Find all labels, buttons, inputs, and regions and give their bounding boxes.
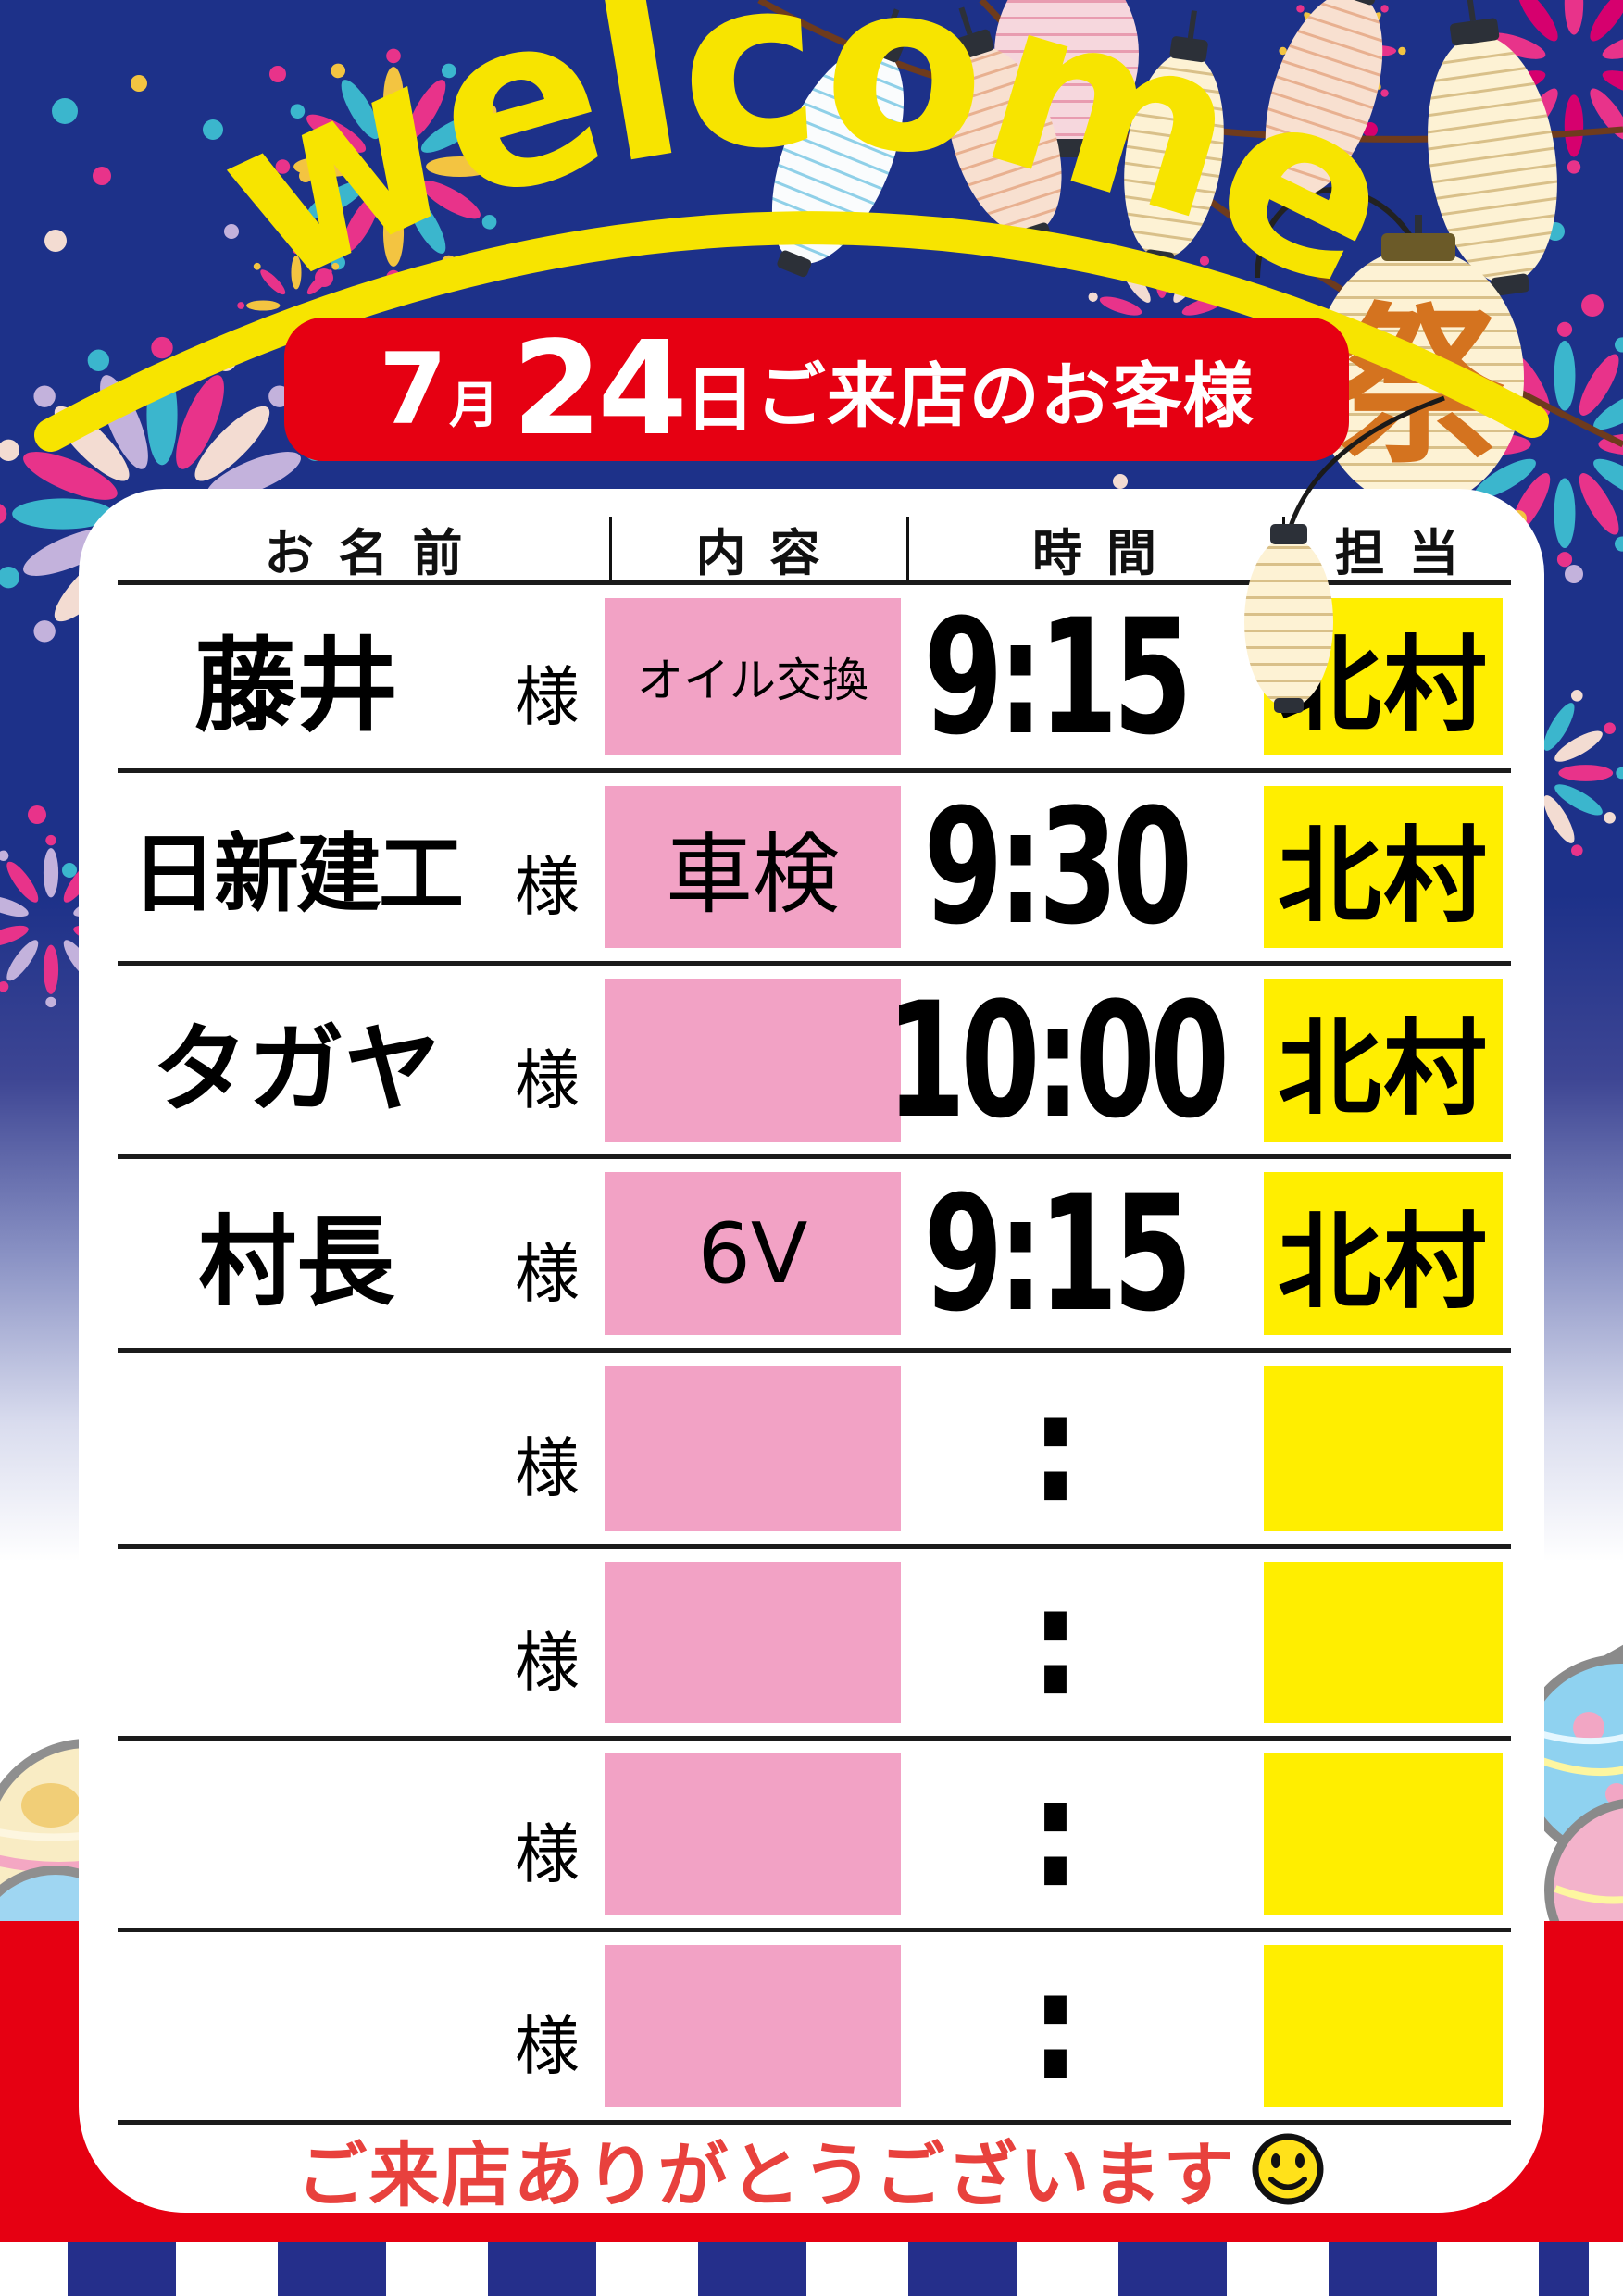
banner-month-unit: 月 <box>448 376 499 434</box>
visit-time: 9:30 <box>828 773 1282 961</box>
row-divider <box>118 1154 1511 1159</box>
banner-day-unit: 日 <box>684 357 755 441</box>
table-row: 村長 様 6V 9:15 北村 <box>79 1159 1544 1348</box>
staff-highlight <box>1264 1562 1503 1723</box>
customer-name: 藤井 <box>194 627 398 745</box>
visit-time-value: 9:30 <box>922 774 1192 960</box>
table-row: 様 : <box>79 1932 1544 2120</box>
visit-time: 9:15 <box>828 583 1282 770</box>
customer-name: 日新建工 <box>131 825 464 924</box>
row-divider <box>118 961 1511 966</box>
staff-highlight <box>1264 1753 1503 1915</box>
visit-time-value: 9:15 <box>922 583 1192 770</box>
service-content: オイル交換 <box>637 654 868 707</box>
visit-time: : <box>828 1741 1282 1928</box>
service-highlight: オイル交換 <box>605 598 901 755</box>
date-banner: 7 月 24 日 ご来店のお客様 <box>284 314 1349 465</box>
service-highlight <box>605 1945 901 2107</box>
staff-name: 北村 <box>1278 1203 1489 1323</box>
staff-name: 北村 <box>1278 626 1489 746</box>
thanks-footer: ご来店ありがとうございます <box>79 2125 1544 2216</box>
thanks-message: ご来店ありがとうございます <box>296 2133 1236 2216</box>
customer-name <box>93 1549 500 1736</box>
customer-name <box>93 1741 500 1928</box>
honorific-label: 様 <box>515 1816 580 1892</box>
customer-name: 村長 <box>198 1205 394 1319</box>
visit-time: : <box>828 1353 1282 1544</box>
honorific-label: 様 <box>515 1042 580 1118</box>
row-divider <box>118 1544 1511 1549</box>
service-highlight <box>605 1366 901 1531</box>
customer-name <box>93 1353 500 1544</box>
visit-time-value: : <box>1030 1747 1080 1921</box>
customer-name <box>93 1932 500 2120</box>
table-row: 藤井 様 オイル交換 9:15 北村 <box>79 583 1544 770</box>
row-divider <box>118 580 1511 585</box>
customer-table-card: お名前 内容 時間 担当 藤井 様 オイル交換 9:15 北村 <box>79 489 1544 2216</box>
table-row: 日新建工 様 車検 9:30 北村 <box>79 773 1544 961</box>
service-highlight <box>605 1562 901 1723</box>
staff-highlight: 北村 <box>1264 786 1503 948</box>
visit-time-value: : <box>1030 1361 1080 1536</box>
honorific-label: 様 <box>515 1624 580 1701</box>
visit-time: : <box>828 1932 1282 2120</box>
visit-time: : <box>828 1549 1282 1736</box>
row-divider <box>118 1348 1511 1353</box>
row-divider <box>118 1736 1511 1741</box>
row-divider <box>118 2120 1511 2125</box>
staff-name: 北村 <box>1278 816 1489 937</box>
honorific-label: 様 <box>515 1430 580 1506</box>
service-highlight <box>605 979 901 1142</box>
column-header-staff: 担当 <box>1334 523 1483 582</box>
banner-suffix: ご来店のお客様 <box>755 354 1255 437</box>
service-highlight: 車検 <box>605 786 901 948</box>
customer-name: タガヤ <box>151 1012 441 1126</box>
service-content: 6V <box>697 1204 808 1303</box>
column-header-content: 内容 <box>695 523 844 582</box>
staff-highlight: 北村 <box>1264 979 1503 1142</box>
visit-time: 10:00 <box>828 966 1282 1154</box>
staff-highlight <box>1264 1945 1503 2107</box>
row-divider <box>118 1928 1511 1932</box>
staff-highlight: 北村 <box>1264 598 1503 755</box>
staff-name: 北村 <box>1278 1009 1489 1129</box>
visit-time-value: : <box>1030 1555 1080 1729</box>
staff-highlight: 北村 <box>1264 1172 1503 1335</box>
header-divider <box>609 517 612 581</box>
honorific-label: 様 <box>515 1235 580 1312</box>
service-content: 車検 <box>665 824 840 926</box>
honorific-label: 様 <box>515 658 580 735</box>
table-row: 様 : <box>79 1353 1544 1544</box>
row-divider <box>118 768 1511 773</box>
column-header-time: 時間 <box>1032 523 1180 582</box>
visit-time-value: : <box>1030 1939 1080 2114</box>
smiley-icon <box>1252 2133 1323 2204</box>
column-header-name: お名前 <box>264 523 487 582</box>
table-row: タガヤ 様 10:00 北村 <box>79 966 1544 1154</box>
header-divider <box>906 517 909 581</box>
staff-highlight <box>1264 1366 1503 1531</box>
table-row: 様 : <box>79 1741 1544 1928</box>
banner-day: 24 <box>511 314 688 465</box>
visit-time: 9:15 <box>828 1159 1282 1348</box>
honorific-label: 様 <box>515 2008 580 2084</box>
blue-white-stripe-border <box>0 2242 1623 2296</box>
service-highlight <box>605 1753 901 1915</box>
table-row: 様 : <box>79 1549 1544 1736</box>
visit-time-value: 10:00 <box>885 967 1230 1154</box>
header-divider <box>1282 517 1285 581</box>
service-highlight: 6V <box>605 1172 901 1335</box>
honorific-label: 様 <box>515 849 580 925</box>
banner-month: 7 <box>379 332 447 446</box>
visit-time-value: 9:15 <box>922 1160 1192 1347</box>
